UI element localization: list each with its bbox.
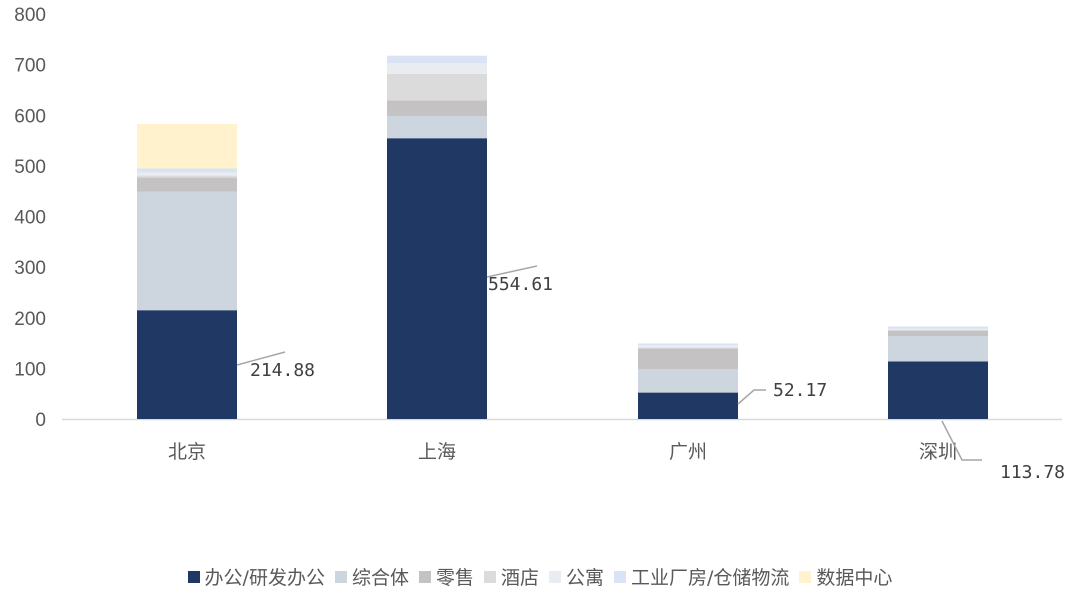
legend-label: 办公/研发办公 bbox=[204, 567, 325, 589]
y-tick-label: 700 bbox=[14, 56, 46, 77]
data-label-leader-line bbox=[737, 389, 766, 405]
legend-item: 公寓 bbox=[549, 563, 604, 590]
x-category-label: 深圳 bbox=[919, 441, 957, 463]
y-tick-label: 500 bbox=[14, 157, 46, 178]
legend: 办公/研发办公 综合体 零售 酒店 公寓 工业厂房/仓储物流 数据中心 bbox=[0, 563, 1080, 590]
legend-label: 综合体 bbox=[351, 567, 409, 589]
bar-segment bbox=[387, 115, 487, 139]
legend-item: 数据中心 bbox=[799, 563, 892, 590]
bar-segment bbox=[888, 336, 988, 362]
y-tick-label: 200 bbox=[14, 309, 46, 330]
bar-segment bbox=[638, 392, 738, 419]
legend-item: 工业厂房/仓储物流 bbox=[614, 563, 789, 590]
bar-segment bbox=[387, 55, 487, 64]
legend-label: 工业厂房/仓储物流 bbox=[631, 567, 790, 589]
bar-segment bbox=[387, 138, 487, 419]
bar-segment bbox=[137, 123, 237, 169]
data-label-leader-line bbox=[941, 420, 982, 461]
bar-segment bbox=[137, 191, 237, 311]
data-label: 554.61 bbox=[488, 274, 553, 295]
data-label-leader-line bbox=[486, 265, 538, 278]
legend-item: 综合体 bbox=[334, 563, 409, 590]
data-label: 52.17 bbox=[773, 380, 827, 401]
bar-segment bbox=[137, 310, 237, 419]
y-tick-label: 300 bbox=[14, 258, 46, 279]
bar-segment bbox=[387, 63, 487, 74]
bar-segment bbox=[638, 369, 738, 393]
legend-label: 零售 bbox=[435, 567, 474, 589]
legend-item: 零售 bbox=[418, 563, 474, 590]
legend-swatch bbox=[418, 570, 431, 583]
bar-segment bbox=[888, 328, 988, 331]
x-category-label: 北京 bbox=[168, 441, 206, 463]
legend-item: 办公/研发办公 bbox=[187, 563, 325, 590]
bar-segment bbox=[638, 345, 738, 348]
bar-segment bbox=[888, 330, 988, 337]
bar-segment bbox=[137, 172, 237, 176]
bar-segment bbox=[888, 326, 988, 329]
bar-segment bbox=[638, 343, 738, 346]
legend-swatch bbox=[483, 570, 496, 583]
legend-swatch bbox=[799, 570, 812, 583]
y-tick-label: 600 bbox=[14, 106, 46, 127]
data-label-leader-line bbox=[236, 351, 286, 366]
legend-label: 酒店 bbox=[500, 567, 539, 589]
legend-swatch bbox=[334, 570, 347, 583]
bar-segment bbox=[137, 177, 237, 192]
x-category-label: 上海 bbox=[418, 441, 456, 463]
data-label: 113.78 bbox=[1000, 462, 1065, 483]
legend-swatch bbox=[614, 570, 627, 583]
legend-swatch bbox=[549, 570, 561, 583]
legend-swatch bbox=[187, 570, 200, 583]
y-tick-label: 0 bbox=[35, 410, 46, 431]
bar-segment bbox=[638, 347, 738, 349]
bar-segment bbox=[137, 175, 237, 178]
y-tick-label: 100 bbox=[14, 359, 46, 380]
legend-label: 数据中心 bbox=[816, 567, 893, 589]
bar-segment bbox=[888, 361, 988, 419]
x-category-label: 广州 bbox=[669, 441, 707, 463]
bar-segment bbox=[387, 73, 487, 101]
bar-segment bbox=[137, 168, 237, 173]
legend-item: 酒店 bbox=[483, 563, 539, 590]
bar-segment bbox=[387, 100, 487, 116]
bar-segment bbox=[638, 348, 738, 370]
y-tick-label: 400 bbox=[14, 208, 46, 229]
data-label: 214.88 bbox=[250, 360, 315, 381]
legend-label: 公寓 bbox=[566, 567, 605, 589]
y-tick-label: 800 bbox=[14, 5, 46, 26]
